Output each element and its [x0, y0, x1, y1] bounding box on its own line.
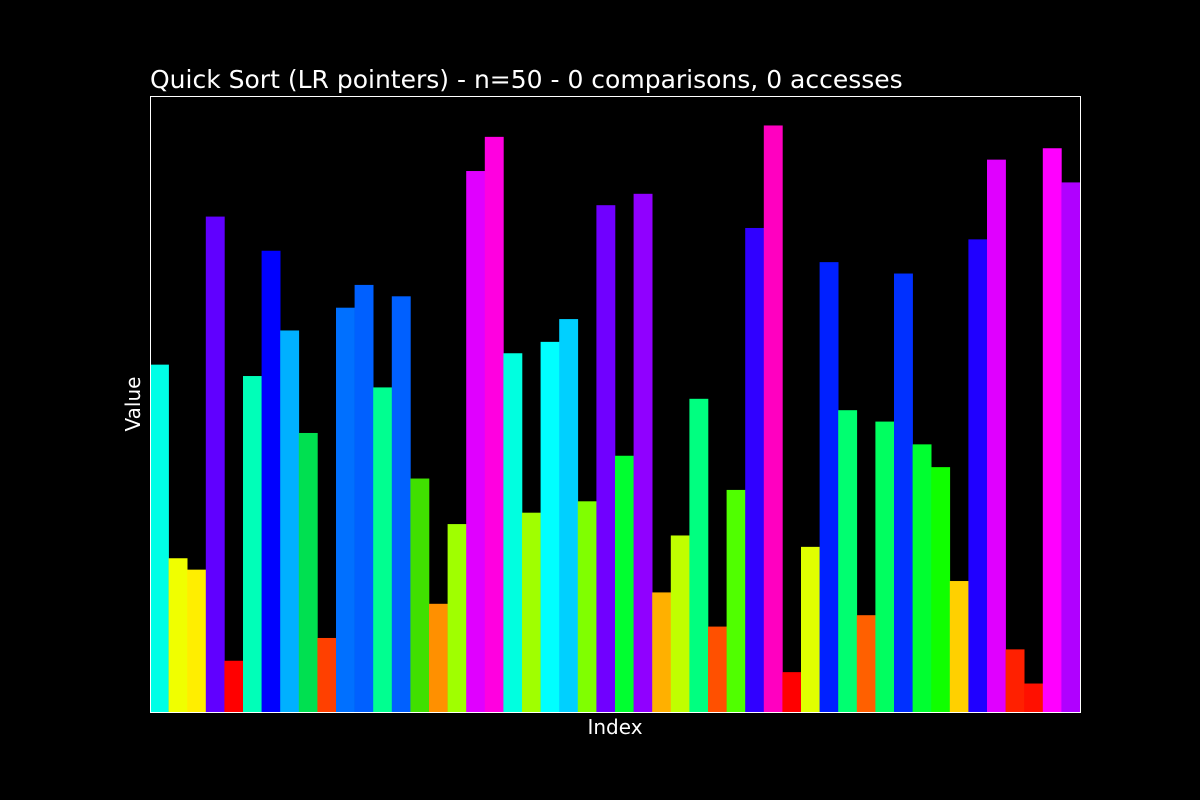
- bar: [187, 569, 207, 712]
- bar: [373, 387, 393, 712]
- bar: [1042, 148, 1062, 712]
- bar: [243, 376, 262, 712]
- bar: [949, 581, 969, 712]
- bar: [726, 489, 746, 712]
- bar: [615, 455, 634, 712]
- bar: [261, 250, 281, 712]
- bar: [336, 307, 355, 712]
- bar: [763, 125, 783, 712]
- bar: [503, 353, 523, 712]
- bar: [447, 524, 467, 712]
- bar: [596, 205, 616, 712]
- bar: [931, 467, 951, 712]
- bar: [391, 296, 411, 712]
- bar: [317, 637, 337, 712]
- bar: [633, 193, 653, 713]
- bar: [1005, 649, 1025, 712]
- bar: [745, 227, 765, 712]
- bar: [410, 478, 430, 712]
- bar: [559, 319, 579, 712]
- x-axis-label: Index: [587, 715, 642, 739]
- bar: [856, 615, 876, 712]
- bar: [150, 364, 169, 712]
- bar: [708, 626, 727, 712]
- bar: [280, 330, 300, 712]
- bar: [354, 284, 374, 712]
- bar: [205, 216, 225, 713]
- bar: [168, 558, 188, 712]
- bar: [987, 159, 1006, 712]
- bar: [838, 410, 858, 712]
- bar: [912, 444, 932, 712]
- bar: [652, 592, 672, 712]
- bar: [224, 660, 244, 712]
- bar: [1061, 182, 1081, 712]
- bar: [577, 501, 597, 712]
- bar: [540, 341, 560, 712]
- bar: [1024, 683, 1044, 712]
- bar: [819, 262, 839, 712]
- bar: [429, 603, 448, 712]
- bar: [875, 421, 895, 712]
- bar: [522, 512, 541, 712]
- bar: [298, 432, 318, 712]
- bar: [484, 136, 504, 713]
- plot-frame: [150, 96, 1081, 713]
- bars: [150, 125, 1081, 713]
- bar: [466, 171, 486, 712]
- chart-title: Quick Sort (LR pointers) - n=50 - 0 comp…: [150, 65, 903, 94]
- bar: [689, 398, 709, 712]
- y-axis-label: Value: [121, 377, 145, 432]
- bar: [968, 239, 988, 712]
- bar: [801, 546, 820, 712]
- bar: [782, 672, 802, 712]
- bar: [894, 273, 913, 712]
- bar: [670, 535, 690, 712]
